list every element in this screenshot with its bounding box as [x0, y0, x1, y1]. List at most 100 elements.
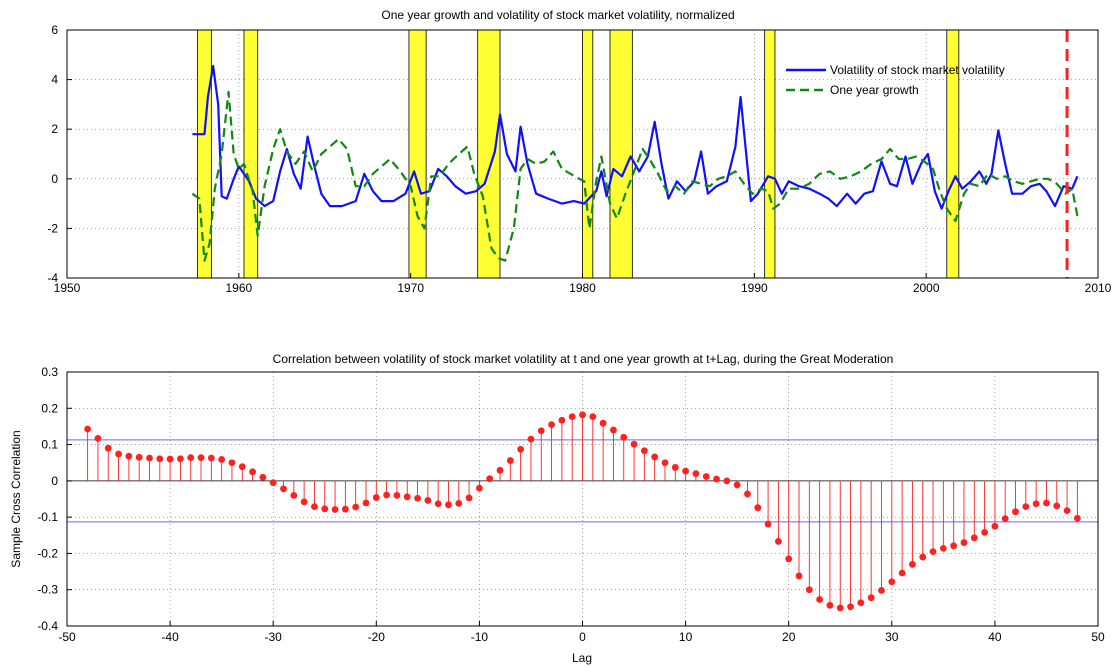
stem-marker-17	[259, 473, 267, 481]
stem-marker-95	[1063, 507, 1071, 515]
tick-label-x-bottom-6: 10	[679, 630, 693, 644]
tick-label-y-bottom-7: 0.3	[41, 365, 58, 379]
stem-marker-78	[888, 578, 896, 586]
stem-marker-50	[599, 419, 607, 427]
stem-marker-68	[785, 555, 793, 563]
stem-marker-89	[1001, 515, 1009, 522]
tick-label-x-top-4: 1990	[741, 281, 768, 295]
tick-label-y-bottom-4: 0	[51, 474, 58, 488]
tick-label-x-top-3: 1980	[569, 281, 596, 295]
stem-marker-51	[610, 426, 617, 434]
stem-marker-12	[207, 454, 215, 462]
stem-marker-0	[84, 425, 92, 433]
tick-label-y-bottom-2: -0.2	[37, 546, 58, 560]
series-lines-top	[191, 64, 1079, 262]
recession-band-1	[243, 29, 259, 279]
y-axis-label-bottom: Sample Cross Correlation	[9, 430, 23, 567]
tick-label-x-bottom-3: -20	[368, 630, 386, 644]
stem-marker-29	[383, 491, 391, 499]
stem-marker-24	[331, 506, 339, 513]
stem-marker-32	[414, 494, 421, 502]
stem-marker-13	[218, 456, 226, 463]
tick-label-y-bottom-5: 0.1	[41, 438, 58, 452]
stem-marker-73	[836, 604, 844, 612]
stem-marker-49	[589, 413, 597, 421]
stem-marker-69	[795, 572, 803, 580]
stem-marker-2	[104, 444, 112, 452]
stem-marker-5	[135, 453, 143, 461]
recession-band-4	[582, 29, 594, 279]
stem-marker-71	[816, 596, 824, 603]
stem-marker-30	[393, 491, 401, 499]
stem-marker-31	[403, 493, 411, 501]
tick-label-x-top-0: 1950	[54, 281, 81, 295]
stem-marker-16	[249, 468, 256, 476]
stem-marker-94	[1053, 502, 1061, 510]
stem-marker-72	[826, 601, 834, 609]
stem-marker-92	[1032, 500, 1040, 508]
stem-marker-53	[630, 440, 638, 448]
legend-label-growth: One year growth	[830, 83, 919, 97]
stem-marker-85	[960, 539, 968, 546]
stem-marker-84	[950, 542, 958, 550]
stem-marker-8	[166, 455, 174, 463]
stem-marker-20	[290, 491, 298, 499]
stem-marker-58	[682, 467, 689, 475]
stem-marker-87	[981, 528, 988, 536]
tick-label-x-top-2: 1970	[397, 281, 424, 295]
stem-marker-25	[341, 505, 349, 513]
stem-marker-11	[197, 454, 205, 462]
chart-title-top: One year growth and volatility of stock …	[381, 8, 734, 22]
stem-marker-96	[1073, 514, 1081, 522]
stem-marker-10	[187, 454, 195, 462]
stem-marker-4	[125, 452, 133, 460]
tick-label-y-top-2: 0	[51, 172, 58, 186]
stem-marker-18	[269, 479, 277, 487]
stem-marker-1	[94, 435, 102, 442]
x-axis-label-bottom: Lag	[572, 651, 592, 665]
stem-marker-59	[692, 470, 700, 477]
stem-marker-42	[517, 445, 525, 453]
tick-label-x-bottom-10: 50	[1091, 630, 1105, 644]
tick-label-y-bottom-6: 0.2	[41, 401, 58, 415]
stem-marker-64	[744, 490, 751, 498]
tick-label-x-bottom-0: -50	[58, 630, 76, 644]
tick-label-x-bottom-7: 20	[782, 630, 796, 644]
stem-marker-79	[898, 569, 906, 577]
stem-marker-36	[455, 499, 463, 507]
stem-marker-91	[1022, 503, 1030, 511]
series-line-0	[192, 64, 1079, 210]
stem-marker-27	[362, 499, 370, 507]
stem-marker-76	[867, 594, 875, 602]
stem-marker-21	[300, 498, 308, 506]
stem-marker-37	[465, 494, 473, 502]
growth-volatility-chart: One year growth and volatility of stock …	[47, 8, 1111, 295]
stem-marker-81	[919, 553, 927, 561]
stem-marker-67	[774, 538, 782, 545]
recession-band-2	[408, 29, 427, 279]
stem-marker-62	[723, 477, 731, 485]
stem-marker-77	[878, 587, 885, 594]
stem-marker-56	[661, 459, 669, 467]
stem-marker-48	[579, 411, 586, 419]
tick-label-y-top-3: 2	[51, 122, 58, 136]
stem-marker-23	[321, 505, 329, 513]
stem-marker-60	[702, 473, 710, 480]
tick-label-x-bottom-1: -40	[161, 630, 179, 644]
legend-top: Volatility of stock market volatility On…	[786, 63, 1005, 97]
stem-marker-22	[311, 503, 318, 511]
stem-marker-40	[496, 466, 504, 474]
stem-marker-86	[970, 534, 978, 542]
stem-marker-47	[568, 413, 576, 421]
stem-marker-6	[146, 454, 153, 462]
tick-label-x-bottom-2: -30	[265, 630, 283, 644]
stem-marker-34	[434, 500, 442, 508]
stem-marker-39	[486, 475, 494, 483]
series-line-1	[191, 90, 1079, 262]
tick-label-x-top-5: 2000	[913, 281, 940, 295]
stem-marker-41	[506, 457, 514, 464]
stem-marker-26	[352, 503, 360, 511]
stem-marker-65	[754, 504, 762, 512]
tick-label-y-top-4: 4	[51, 73, 58, 87]
